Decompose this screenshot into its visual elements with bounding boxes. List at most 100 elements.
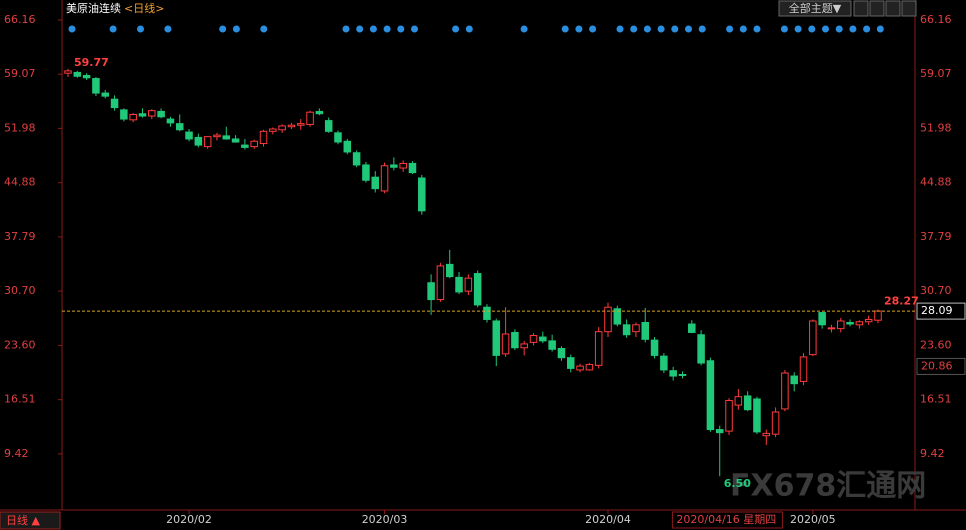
candle-body xyxy=(362,164,370,181)
event-dot xyxy=(780,25,788,33)
x-tick-label: 2020/04 xyxy=(585,513,631,526)
icon-button[interactable] xyxy=(885,0,901,17)
candle-body xyxy=(520,343,528,349)
candle-body xyxy=(855,321,864,326)
event-dot xyxy=(616,25,624,33)
icon-button[interactable] xyxy=(869,0,885,17)
candle-body xyxy=(809,320,817,356)
period-button[interactable] xyxy=(0,511,61,530)
candle-body xyxy=(818,312,826,326)
event-dot xyxy=(739,25,747,33)
candle-body xyxy=(846,322,854,325)
event-dot xyxy=(808,25,816,33)
candle-body xyxy=(511,331,519,349)
event-dot xyxy=(835,25,843,33)
candle-body xyxy=(436,265,445,301)
event-dot xyxy=(369,25,377,33)
icon-button[interactable] xyxy=(901,0,917,17)
candle-body xyxy=(743,395,752,411)
crosshair-date-box xyxy=(671,511,783,529)
candle-body xyxy=(222,135,231,140)
candle-body xyxy=(455,276,463,293)
candle-body xyxy=(92,78,100,94)
candle-body xyxy=(241,144,249,148)
candle-body xyxy=(203,136,212,148)
y-tick-label-right: 44.88 xyxy=(920,176,952,189)
event-dot xyxy=(698,25,706,33)
x-tick-label: 2020/03 xyxy=(362,513,408,526)
candle-body xyxy=(529,335,538,343)
event-dot xyxy=(164,25,172,33)
candle-body xyxy=(306,111,314,125)
candle-body xyxy=(874,310,882,321)
y-tick-label: 51.98 xyxy=(4,121,36,134)
candle-body xyxy=(781,372,789,410)
marker-price-label: 20.86 xyxy=(921,359,953,372)
event-dot xyxy=(671,25,679,33)
event-dot xyxy=(575,25,583,33)
event-dot xyxy=(726,25,734,33)
candle-body xyxy=(632,324,640,333)
candle-body xyxy=(250,140,258,148)
period-label: <日线> xyxy=(124,1,164,15)
candle-body xyxy=(390,164,398,168)
candle-body xyxy=(604,306,612,333)
candle-body xyxy=(399,162,407,169)
icon-button[interactable] xyxy=(853,0,869,17)
candle-body xyxy=(501,333,510,355)
candle-body xyxy=(380,165,389,192)
y-tick-label: 37.79 xyxy=(4,230,36,243)
candle-body xyxy=(166,118,175,124)
y-tick-label: 44.88 xyxy=(4,176,36,189)
event-dot xyxy=(260,25,268,33)
theme-button[interactable] xyxy=(778,0,852,17)
candle-body xyxy=(352,152,361,166)
y-tick-label-right: 59.07 xyxy=(920,67,952,80)
candle-body xyxy=(864,318,873,323)
candle-body xyxy=(790,375,798,385)
event-dot xyxy=(876,25,884,33)
period-button-label[interactable]: 日线 ▲ xyxy=(6,513,40,527)
last-price-label: 28.09 xyxy=(921,304,953,317)
candle-body xyxy=(278,125,286,131)
candle-body xyxy=(715,429,724,434)
event-dot xyxy=(68,25,76,33)
event-dot xyxy=(822,25,829,33)
candle-body xyxy=(287,124,296,128)
marker-price-box xyxy=(916,357,966,375)
candle-body xyxy=(613,308,622,325)
candle-body xyxy=(445,263,454,278)
candle-body xyxy=(725,400,733,432)
candle-body xyxy=(557,348,566,359)
candle-body xyxy=(706,360,715,431)
last-price-box xyxy=(916,302,966,320)
event-dot xyxy=(137,25,144,33)
event-dot xyxy=(232,25,240,33)
chart-title: 美原油连续 xyxy=(66,1,121,15)
y-tick-label: 66.16 xyxy=(4,13,36,26)
candle-body xyxy=(73,71,82,77)
event-dot xyxy=(397,25,405,33)
candle-body xyxy=(343,140,352,153)
candle-body xyxy=(576,365,584,371)
candle-body xyxy=(567,357,575,369)
candle-body xyxy=(334,132,342,143)
event-dot xyxy=(630,25,638,33)
y-tick-label-right: 51.98 xyxy=(920,121,952,134)
x-tick-label: 2020/02 xyxy=(166,513,212,526)
candle-body xyxy=(753,398,761,433)
event-dot xyxy=(520,25,528,33)
candle-body xyxy=(157,110,165,118)
event-dot xyxy=(685,25,692,33)
event-dot xyxy=(342,25,350,33)
candle-body xyxy=(129,113,137,121)
y-tick-label-right: 30.70 xyxy=(920,284,952,297)
candle-body xyxy=(585,364,594,371)
theme-button-label[interactable]: 全部主题▼ xyxy=(789,1,842,15)
candle-body xyxy=(259,130,268,145)
candle-body xyxy=(315,110,324,115)
event-dot xyxy=(657,25,665,33)
event-dot xyxy=(383,25,391,33)
event-dot xyxy=(589,25,597,33)
